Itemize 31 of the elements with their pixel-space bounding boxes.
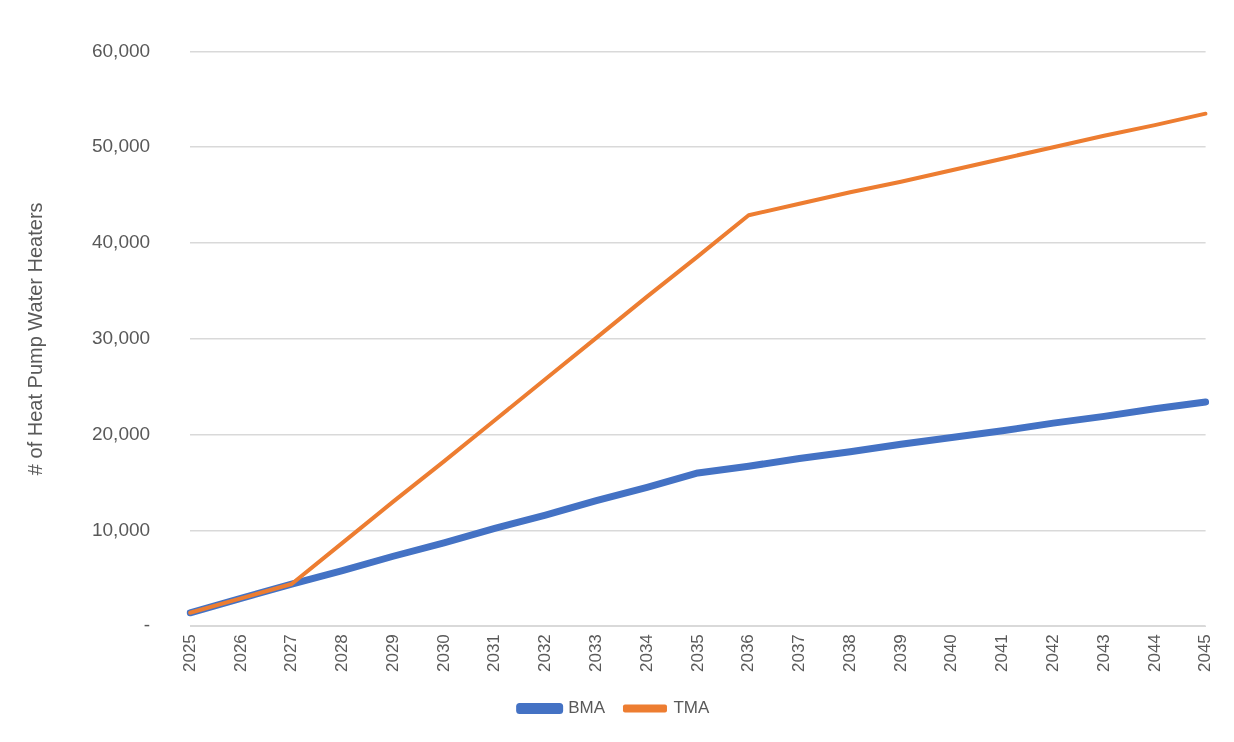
legend-label: BMA xyxy=(568,698,606,718)
x-tick-label: 2035 xyxy=(687,634,707,673)
y-tick-label: 30,000 xyxy=(91,327,151,349)
x-tick-label: 2039 xyxy=(890,634,910,673)
y-axis-title: # of Heat Pump Water Heaters xyxy=(23,202,46,476)
x-tick-label: 2043 xyxy=(1093,634,1113,673)
x-tick-label: 2045 xyxy=(1195,634,1215,673)
x-tick-label: 2034 xyxy=(636,634,656,673)
x-tick-label: 2038 xyxy=(839,634,859,673)
x-tick-label: 2040 xyxy=(941,634,961,673)
x-tick-label: 2037 xyxy=(789,634,809,673)
x-tick-label: 2029 xyxy=(382,634,402,673)
y-tick-label: 20,000 xyxy=(91,422,151,444)
x-tick-label: 2036 xyxy=(738,634,758,673)
x-tick-label: 2031 xyxy=(484,634,504,673)
x-tick-label: 2032 xyxy=(535,634,555,673)
x-tick-label: 2028 xyxy=(332,634,352,673)
x-tick-label: 2041 xyxy=(992,634,1012,673)
x-tick-label: 2027 xyxy=(281,634,301,673)
legend-label: TMA xyxy=(673,698,711,718)
x-tick-label: 2026 xyxy=(230,634,250,673)
y-tick-label: 10,000 xyxy=(91,518,151,540)
y-tick-label: 60,000 xyxy=(91,39,151,61)
x-tick-label: 2044 xyxy=(1144,634,1164,673)
y-tick-label: 40,000 xyxy=(91,231,151,253)
x-tick-label: 2025 xyxy=(179,634,199,673)
x-tick-label: 2033 xyxy=(586,634,605,673)
y-tick-label: 50,000 xyxy=(91,135,151,157)
y-tick-label: - xyxy=(143,614,151,636)
x-tick-label: 2042 xyxy=(1042,634,1062,673)
x-tick-label: 2030 xyxy=(433,634,453,673)
